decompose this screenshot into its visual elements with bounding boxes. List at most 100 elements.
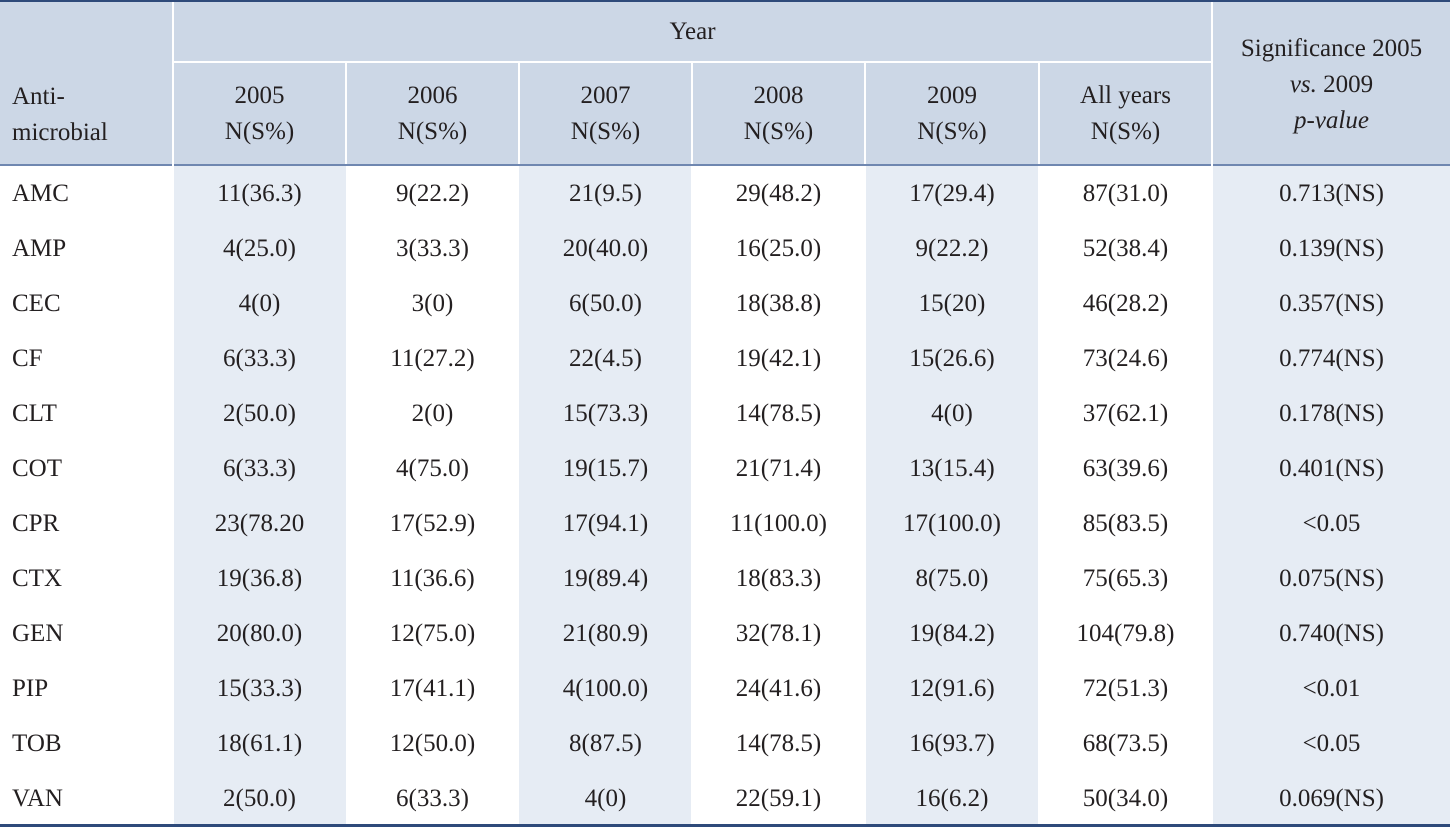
table-header-band bbox=[0, 2, 1450, 164]
header-antimicrobial: Anti- microbial bbox=[0, 66, 172, 164]
row-drug-name: VAN bbox=[12, 784, 63, 812]
row-value-cell: 18(61.1) bbox=[216, 729, 303, 757]
row-value-cell: 75(65.3) bbox=[1082, 564, 1169, 592]
row-drug-name: AMP bbox=[12, 234, 67, 262]
row-value-cell: 87(31.0) bbox=[1082, 179, 1169, 207]
row-value-cell: 29(48.2) bbox=[735, 179, 822, 207]
column-shade-2009 bbox=[866, 166, 1038, 824]
row-significance-cell: 0.713(NS) bbox=[1279, 179, 1384, 207]
row-value-cell: 11(36.6) bbox=[390, 564, 475, 592]
header-column-unit: N(S%) bbox=[1090, 117, 1161, 145]
column-shade-2005 bbox=[174, 166, 346, 824]
row-value-cell: 2(50.0) bbox=[223, 784, 296, 812]
header-antimicrobial-line2: microbial bbox=[12, 119, 108, 146]
header-column-year: 2006 bbox=[407, 81, 458, 109]
row-significance-cell: 0.178(NS) bbox=[1279, 399, 1384, 427]
row-value-cell: 11(36.3) bbox=[217, 179, 302, 207]
column-divider bbox=[345, 63, 347, 164]
row-value-cell: 19(84.2) bbox=[909, 619, 995, 647]
row-value-cell: 16(6.2) bbox=[915, 784, 989, 812]
header-column-unit: N(S%) bbox=[224, 117, 295, 145]
row-value-cell: 12(91.6) bbox=[909, 674, 995, 702]
header-column: 2006 N(S%) bbox=[347, 63, 518, 164]
row-value-cell: 4(25.0) bbox=[223, 234, 296, 262]
header-column-year: 2007 bbox=[580, 81, 631, 109]
row-significance-cell: 0.139(NS) bbox=[1279, 234, 1384, 262]
row-value-cell: 17(94.1) bbox=[562, 509, 649, 537]
row-significance-cell: 0.357(NS) bbox=[1279, 289, 1384, 317]
header-column-unit: N(S%) bbox=[570, 117, 641, 145]
year-group-underline bbox=[174, 61, 1211, 63]
column-shade-2007 bbox=[519, 166, 691, 824]
row-value-cell: 16(25.0) bbox=[735, 234, 822, 262]
row-drug-name: CF bbox=[12, 344, 43, 372]
row-value-cell: 46(28.2) bbox=[1082, 289, 1169, 317]
row-value-cell: 17(29.4) bbox=[909, 179, 995, 207]
row-significance-cell: 0.075(NS) bbox=[1279, 564, 1384, 592]
header-column-year: 2005 bbox=[234, 81, 285, 109]
header-significance-vs: vs. bbox=[1289, 71, 1317, 98]
row-value-cell: 15(20) bbox=[918, 289, 986, 317]
row-value-cell: 52(38.4) bbox=[1082, 234, 1169, 262]
column-shade-significance bbox=[1213, 166, 1450, 824]
row-significance-cell: 0.774(NS) bbox=[1279, 344, 1384, 372]
row-value-cell: 85(83.5) bbox=[1082, 509, 1169, 537]
header-column-year: 2009 bbox=[927, 81, 977, 109]
row-drug-name: CTX bbox=[12, 564, 62, 592]
row-value-cell: 50(34.0) bbox=[1082, 784, 1169, 812]
header-antimicrobial-line1: Anti- bbox=[12, 83, 65, 110]
row-value-cell: 13(15.4) bbox=[909, 454, 995, 482]
header-bottom-rule bbox=[0, 164, 1450, 166]
row-value-cell: 4(100.0) bbox=[562, 674, 649, 702]
row-value-cell: 6(33.3) bbox=[223, 454, 296, 482]
row-value-cell: 21(80.9) bbox=[562, 619, 649, 647]
column-divider bbox=[172, 2, 174, 824]
row-value-cell: 22(59.1) bbox=[735, 784, 822, 812]
table-top-rule bbox=[0, 0, 1450, 2]
row-value-cell: 17(41.1) bbox=[389, 674, 476, 702]
row-value-cell: 21(9.5) bbox=[569, 179, 642, 207]
column-divider bbox=[864, 63, 866, 164]
row-value-cell: 3(0) bbox=[411, 289, 454, 317]
row-value-cell: 104(79.8) bbox=[1076, 619, 1175, 647]
row-value-cell: 15(33.3) bbox=[216, 674, 303, 702]
row-significance-cell: <0.01 bbox=[1302, 674, 1361, 702]
row-value-cell: 12(50.0) bbox=[389, 729, 476, 757]
header-column-year: All years bbox=[1080, 81, 1171, 109]
row-value-cell: 4(0) bbox=[238, 289, 281, 317]
row-value-cell: 18(38.8) bbox=[735, 289, 822, 317]
header-significance-line1: Significance 2005 bbox=[1240, 35, 1423, 62]
row-value-cell: 73(24.6) bbox=[1082, 344, 1169, 372]
row-value-cell: 19(15.7) bbox=[562, 454, 649, 482]
header-significance: Significance 2005 vs. 2009 p-value bbox=[1213, 10, 1450, 160]
row-value-cell: 6(33.3) bbox=[223, 344, 296, 372]
row-value-cell: 6(33.3) bbox=[396, 784, 469, 812]
column-divider bbox=[518, 63, 520, 164]
row-significance-cell: 0.401(NS) bbox=[1279, 454, 1384, 482]
row-drug-name: COT bbox=[12, 454, 62, 482]
row-value-cell: 8(75.0) bbox=[915, 564, 989, 592]
row-value-cell: 2(0) bbox=[411, 399, 454, 427]
header-column: 2008 N(S%) bbox=[693, 63, 864, 164]
row-value-cell: 20(40.0) bbox=[562, 234, 649, 262]
header-column-unit: N(S%) bbox=[397, 117, 468, 145]
header-significance-line2: vs. 2009 bbox=[1290, 67, 1373, 103]
row-value-cell: 37(62.1) bbox=[1082, 399, 1169, 427]
column-divider bbox=[691, 63, 693, 164]
row-value-cell: 19(89.4) bbox=[562, 564, 649, 592]
row-value-cell: 68(73.5) bbox=[1082, 729, 1169, 757]
row-value-cell: 24(41.6) bbox=[735, 674, 822, 702]
header-significance-line3: p-value bbox=[1294, 107, 1369, 134]
row-value-cell: 8(87.5) bbox=[569, 729, 642, 757]
row-significance-cell: <0.05 bbox=[1302, 509, 1361, 537]
row-value-cell: 2(50.0) bbox=[223, 399, 296, 427]
row-value-cell: 19(42.1) bbox=[735, 344, 822, 372]
row-value-cell: 17(52.9) bbox=[389, 509, 476, 537]
row-drug-name: CLT bbox=[12, 399, 57, 427]
row-significance-cell: 0.740(NS) bbox=[1279, 619, 1384, 647]
row-drug-name: TOB bbox=[12, 729, 62, 757]
row-value-cell: 16(93.7) bbox=[909, 729, 995, 757]
header-column-unit: N(S%) bbox=[917, 117, 987, 145]
row-drug-name: GEN bbox=[12, 619, 64, 647]
